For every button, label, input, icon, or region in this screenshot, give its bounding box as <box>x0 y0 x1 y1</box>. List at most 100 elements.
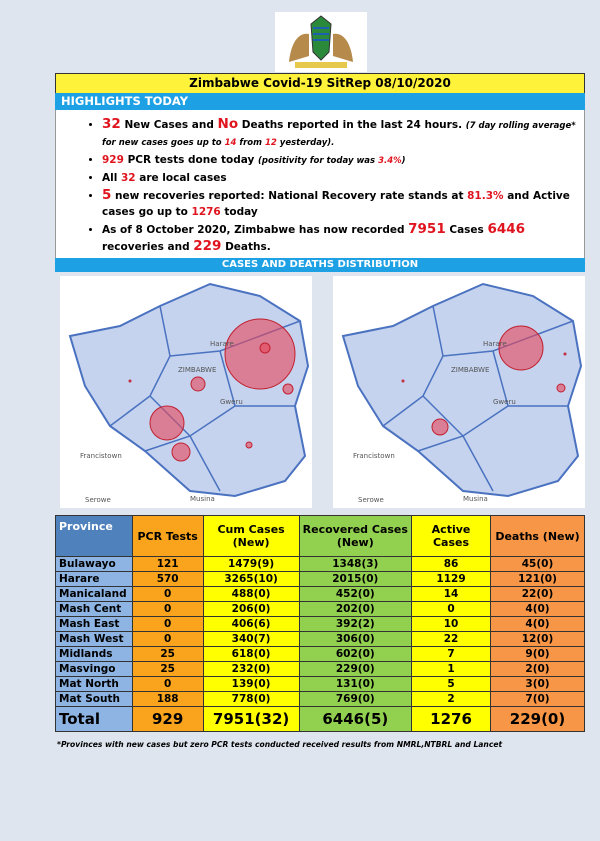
case-bubble <box>556 383 566 393</box>
bullet-text: 14 <box>224 138 237 148</box>
table-cell: 7 <box>411 646 492 662</box>
map-label: ZIMBABWE <box>451 366 489 374</box>
table-cell: 769(0) <box>298 691 413 707</box>
table-cell: 602(0) <box>298 646 413 662</box>
bullet-text: yesterday). <box>276 138 335 148</box>
bullet: 929 PCR tests done today (positivity for… <box>102 152 576 169</box>
table-cell: Mash East <box>55 616 133 632</box>
table-cell: 1129 <box>411 571 492 587</box>
case-bubble <box>282 383 294 395</box>
table-cell: 14 <box>411 586 492 602</box>
table-row: Province PCR Tests Cum Cases (New) Recovere… <box>55 515 585 557</box>
table-cell: 229(0) <box>298 661 413 677</box>
bullet-text: new recoveries reported: National Recove… <box>111 190 468 202</box>
table-cell: 0 <box>131 631 204 647</box>
table-cell: 1 <box>411 661 492 677</box>
table-cell: 570 <box>131 571 204 587</box>
country-outline <box>341 282 583 498</box>
table-cell: 232(0) <box>202 661 300 677</box>
table-cell: 206(0) <box>202 601 300 617</box>
bullet-text: New Cases and <box>120 119 218 131</box>
bullet-text: today <box>220 206 258 218</box>
table-cell: Cum Cases (New) <box>202 515 300 557</box>
footnote: *Provinces with new cases but zero PCR t… <box>57 740 503 749</box>
table-row: Midlands 25 618(0) 602(0) 7 9(0) <box>55 646 585 662</box>
bullet-text: ) <box>401 156 406 166</box>
table-cell: 306(0) <box>298 631 413 647</box>
table-row: Harare 570 3265(10) 2015(0) 1129 121(0) <box>55 571 585 587</box>
bullet-text: PCR tests done today <box>123 154 259 166</box>
table-cell: 0 <box>131 616 204 632</box>
table-cell: Bulawayo <box>55 556 133 572</box>
bullet-text: 32 <box>102 116 121 132</box>
table-row: Bulawayo 121 1479(9) 1348(3) 86 45(0) <box>55 556 585 572</box>
table-cell: 22 <box>411 631 492 647</box>
table-cell: 139(0) <box>202 676 300 692</box>
table-cell: Harare <box>55 571 133 587</box>
table-cell: 0 <box>131 601 204 617</box>
table-cell: 929 <box>131 706 204 732</box>
table-row: Mat North 0 139(0) 131(0) 5 3(0) <box>55 676 585 692</box>
table-cell: 121(0) <box>490 571 585 587</box>
map: Harare ZIMBABWE Francistown Serowe Musina Gwe… <box>333 276 585 508</box>
map-label: Gweru <box>220 398 243 406</box>
table-cell: 25 <box>131 661 204 677</box>
table-row: Mat South 188 778(0) 769(0) 2 7(0) <box>55 691 585 707</box>
highlights: 32 New Cases and No Deaths reported in t… <box>55 110 585 258</box>
table-cell: Manicaland <box>55 586 133 602</box>
bullet-text: No <box>217 116 239 132</box>
table-cell: 0 <box>411 601 492 617</box>
country-outline <box>68 282 310 498</box>
bullet-text: (7 day rolling average* for new cases go… <box>102 121 576 148</box>
table-cell: 0 <box>131 676 204 692</box>
table-cell: 1479(9) <box>202 556 300 572</box>
table-cell: 488(0) <box>202 586 300 602</box>
case-bubble <box>149 405 185 441</box>
table-cell: 3(0) <box>490 676 585 692</box>
table-cell: 340(7) <box>202 631 300 647</box>
table-cell: 9(0) <box>490 646 585 662</box>
map-label: Harare <box>210 340 234 348</box>
table-cell: 25 <box>131 646 204 662</box>
table-cell: Mash Cent <box>55 601 133 617</box>
table-cell: 45(0) <box>490 556 585 572</box>
bullet-list: 32 New Cases and No Deaths reported in t… <box>84 116 576 255</box>
bullet-text: 32 <box>120 172 136 184</box>
bullet-text: 3.4% <box>378 156 402 166</box>
province-table: Province PCR Tests Cum Cases (New) Recovere… <box>55 515 585 732</box>
bullet-text: 229 <box>193 238 222 254</box>
table-cell: Recovered Cases (New) <box>298 515 413 557</box>
map-label: Francistown <box>80 452 122 460</box>
coat-of-arms <box>275 12 367 72</box>
map-label: Serowe <box>85 496 111 504</box>
case-bubble <box>245 441 253 449</box>
case-bubble <box>224 318 296 390</box>
bullet-text: are local cases <box>135 172 227 184</box>
table-cell: 7951(32) <box>202 706 300 732</box>
table-cell: 12(0) <box>490 631 585 647</box>
map-label: Musina <box>190 495 215 503</box>
table-cell: 778(0) <box>202 691 300 707</box>
case-bubble <box>190 376 206 392</box>
table-cell: 229(0) <box>490 706 585 732</box>
table-cell: 10 <box>411 616 492 632</box>
table-cell: Active Cases <box>411 515 492 557</box>
map-label: Harare <box>483 340 507 348</box>
bullet: 32 New Cases and No Deaths reported in t… <box>102 116 576 151</box>
table-cell: 0 <box>131 586 204 602</box>
table-cell: Mat North <box>55 676 133 692</box>
case-bubble <box>128 379 132 383</box>
table-row: Manicaland 0 488(0) 452(0) 14 22(0) <box>55 586 585 602</box>
bullet: 5 new recoveries reported: National Reco… <box>102 187 576 220</box>
table-row: Masvingo 25 232(0) 229(0) 1 2(0) <box>55 661 585 677</box>
map: Harare ZIMBABWE Francistown Serowe Musina Gwe… <box>60 276 312 508</box>
table-cell: 3265(10) <box>202 571 300 587</box>
table-cell: 392(2) <box>298 616 413 632</box>
table-cell: 406(6) <box>202 616 300 632</box>
case-bubble <box>431 418 449 436</box>
table-row: Total 929 7951(32) 6446(5) 1276 229(0) <box>55 706 585 732</box>
bullet-text: recoveries and <box>102 241 194 253</box>
case-bubble <box>259 342 271 354</box>
bullet-text: 81.3% <box>467 190 504 202</box>
